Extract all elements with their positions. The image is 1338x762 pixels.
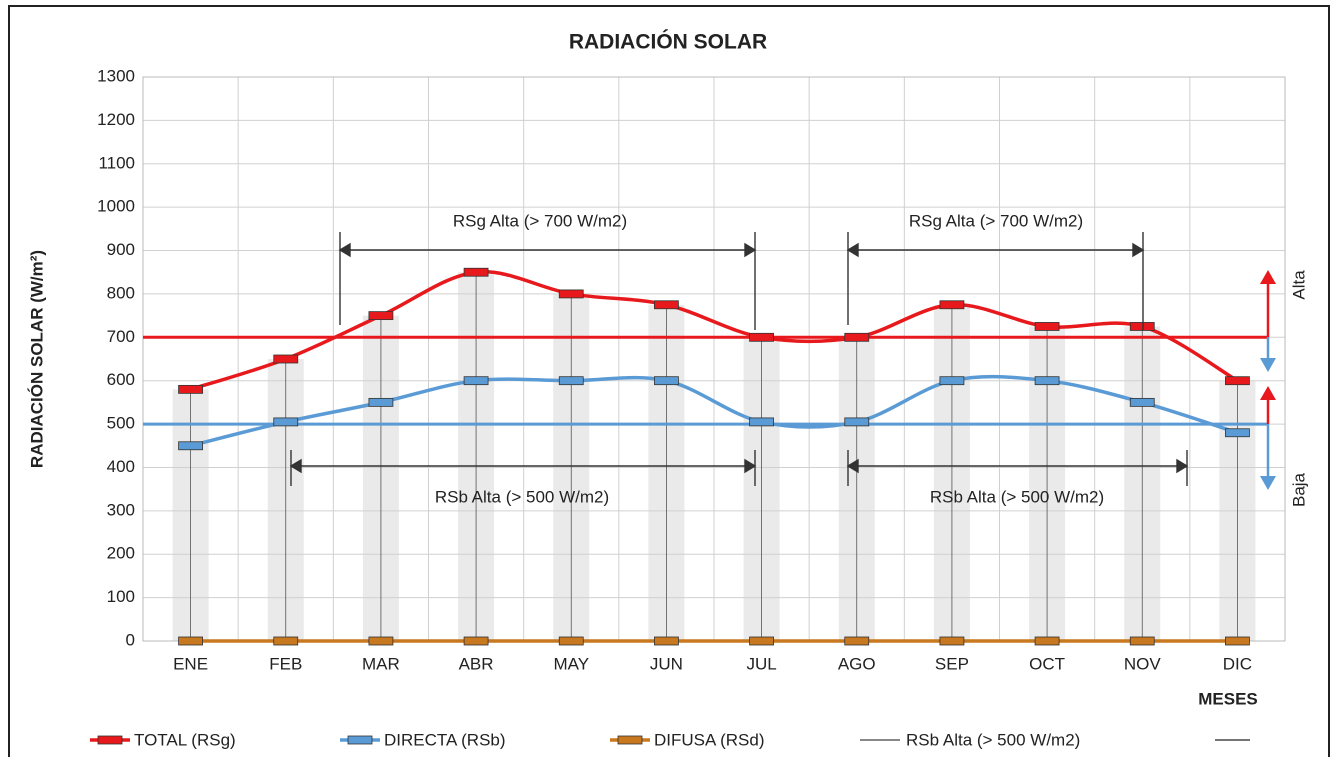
annotation: Alta [1289,270,1308,300]
annotation-arrows [289,232,1189,486]
point-marker [1034,376,1060,386]
y-tick-label: 500 [107,414,135,433]
x-axis-label: MESES [1198,689,1258,708]
y-tick-label: 700 [107,327,135,346]
annotation: RSg Alta (> 700 W/m2) [909,211,1083,230]
point-marker [844,332,870,342]
x-tick-label: MAR [362,654,400,673]
y-tick-label: 400 [107,457,135,476]
chart-title: RADIACIÓN SOLAR [569,30,767,54]
point-marker [558,376,584,386]
y-tick-label: 100 [107,587,135,606]
annotation: RSb Alta (> 500 W/m2) [435,487,609,506]
point-marker [178,636,203,646]
y-tick-label: 600 [107,370,135,389]
legend-swatch [617,735,643,745]
point-marker [368,311,394,321]
point-marker [558,289,584,299]
point-marker [844,636,870,646]
legend-label: DIRECTA (RSb) [384,730,506,749]
point-marker [368,397,394,407]
legend-label: RSb Alta (> 500 W/m2) [906,730,1080,749]
y-tick-label: 1100 [98,153,135,172]
point-marker [558,636,584,646]
x-tick-label: OCT [1029,654,1065,673]
point-marker [178,441,203,451]
y-tick-label: 1000 [97,197,135,216]
y-tick-label: 900 [107,240,135,259]
point-marker [654,300,679,310]
point-marker [1034,636,1060,646]
point-marker [1129,397,1155,407]
x-tick-label: JUN [650,654,683,673]
point-marker [273,354,299,364]
annotation: Baja [1289,472,1308,507]
point-marker [749,636,774,646]
x-tick-label: ENE [173,654,208,673]
x-tick-label: ABR [459,654,494,673]
annotation: RSg Alta (> 700 W/m2) [453,211,627,230]
y-tick-label: 1200 [97,110,135,129]
x-tick-label: DIC [1223,654,1252,673]
point-marker [368,636,394,646]
point-marker [654,636,679,646]
point-marker [463,376,489,386]
x-tick-label: FEB [269,654,302,673]
y-tick-label: 0 [126,630,135,649]
point-marker [939,300,965,310]
x-tick-label: MAY [553,654,589,673]
x-tick-label: JUL [746,654,776,673]
y-axis-label: RADIACIÓN SOLAR (W/m²) [27,250,46,468]
y-tick-label: 800 [107,283,135,302]
point-marker [463,267,489,277]
y-tick-label: 200 [107,544,135,563]
point-marker [1225,428,1250,438]
point-marker [749,332,774,342]
point-marker [654,376,679,386]
y-tick-label: 1300 [97,66,135,85]
point-marker [1129,322,1155,331]
point-marker [1129,636,1155,646]
point-marker [273,417,299,427]
legend-swatch [347,735,373,745]
point-marker [939,636,965,646]
plot: 0 100 200 300 400 500 600 700 800 900 1000 1100 1200… [97,66,1286,673]
point-marker [1034,322,1060,331]
point-marker [939,376,965,386]
point-marker [844,417,870,427]
x-tick-label: NOV [1124,654,1162,673]
point-marker [273,636,299,646]
point-marker [178,384,203,394]
annotation: RSb Alta (> 500 W/m2) [930,487,1104,506]
x-tick-label: AGO [838,654,876,673]
legend-swatch [97,735,123,745]
legend-label: DIFUSA (RSd) [654,730,765,749]
point-marker [1225,376,1250,386]
point-marker [1225,636,1250,646]
point-marker [749,417,774,427]
x-tick-label: SEP [935,654,969,673]
point-marker [463,636,489,646]
level-arrows [1260,270,1276,490]
legend-label: TOTAL (RSg) [134,730,236,749]
y-tick-label: 300 [107,500,135,519]
